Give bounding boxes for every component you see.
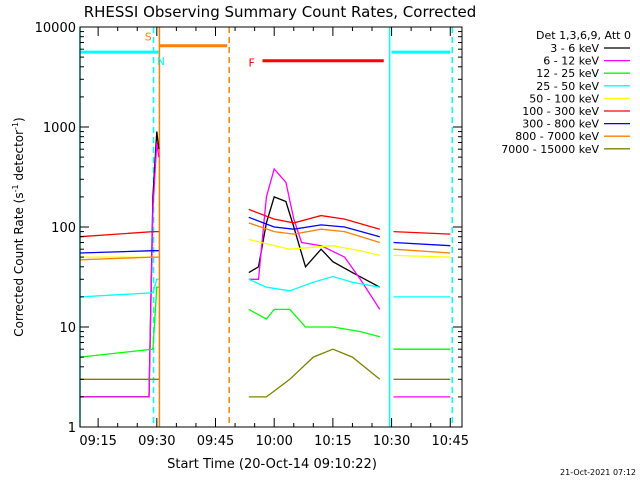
y-axis-ticks: 1 10 100 1000 10000 <box>35 21 462 436</box>
legend-label-4: 50 - 100 keV <box>529 92 599 105</box>
legend-label-3: 25 - 50 keV <box>536 80 599 93</box>
y-axis-label-sup-2: -1 <box>11 122 20 130</box>
y-tick-label: 1 <box>68 421 76 436</box>
flag-label-1: F <box>248 57 254 70</box>
y-axis-label-sup: -1 <box>11 184 20 192</box>
plot-area: S F N 1 10 100 1000 10000 09:15 09:30 09:45 10:00… <box>35 21 469 449</box>
timestamp: 21-Oct-2021 07:12 <box>560 468 636 477</box>
series-line-4-1 <box>248 238 380 257</box>
y-tick-label: 10000 <box>35 21 76 36</box>
x-tick-label: 10:45 <box>432 434 469 449</box>
series-line-3-1 <box>248 275 380 292</box>
series-line-7-0 <box>79 256 159 261</box>
legend-label-0: 3 - 6 keV <box>550 42 599 55</box>
series-line-0-1 <box>248 196 381 288</box>
x-tick-label: 10:00 <box>255 434 292 449</box>
series-line-5-1 <box>248 208 380 230</box>
flag-label-0: S <box>145 31 152 44</box>
y-axis-label-tail: detector <box>12 130 26 185</box>
legend-title: Det 1,3,6,9, Att 0 <box>536 29 631 42</box>
series-line-1-1 <box>248 167 381 310</box>
x-tick-label: 09:30 <box>138 434 175 449</box>
series-line-2-0 <box>79 286 159 358</box>
flag-bars: S F N <box>80 31 451 70</box>
y-tick-label: 10 <box>59 321 76 336</box>
y-axis-label: Corrected Count Rate (s-1 detector-1) <box>11 117 26 336</box>
series-line-7-1 <box>248 222 380 244</box>
plot-frame <box>79 26 463 428</box>
series-line-6-0 <box>79 250 159 254</box>
legend-label-1: 6 - 12 keV <box>543 55 599 68</box>
y-tick-label: 1000 <box>43 121 76 136</box>
x-axis-ticks: 09:15 09:30 09:45 10:00 10:15 10:30 10:45 <box>79 27 469 449</box>
legend-label-7: 800 - 7000 keV <box>515 130 599 143</box>
x-tick-label: 09:45 <box>197 434 234 449</box>
series-line-3-0 <box>79 278 159 298</box>
series-line-5-2 <box>393 230 451 235</box>
series-line-8-1 <box>248 348 381 398</box>
series-line-6-1 <box>248 216 380 238</box>
y-tick-label: 100 <box>51 221 76 236</box>
chart-title: RHESSI Observing Summary Count Rates, Co… <box>84 3 477 21</box>
y-axis-label-close: ) <box>12 117 26 122</box>
series-line-6-2 <box>393 241 451 247</box>
legend-label-6: 300 - 800 keV <box>522 118 599 131</box>
x-tick-label: 10:30 <box>373 434 410 449</box>
legend-label-5: 100 - 300 keV <box>522 105 599 118</box>
flag-label-2: N <box>157 55 165 68</box>
legend-label-2: 12 - 25 keV <box>536 67 599 80</box>
x-axis-label: Start Time (20-Oct-14 09:10:22) <box>167 457 377 472</box>
x-tick-label: 10:15 <box>314 434 351 449</box>
y-axis-label-main: Corrected Count Rate (s <box>12 192 26 336</box>
series-line-0-0 <box>80 131 160 398</box>
series-lines <box>79 131 451 398</box>
series-line-5-0 <box>79 230 159 238</box>
series-line-7-2 <box>393 248 451 254</box>
legend-label-8: 7000 - 15000 keV <box>501 143 599 156</box>
series-line-4-2 <box>393 254 451 258</box>
series-line-2-1 <box>248 308 380 338</box>
series-line-1-0 <box>80 142 160 398</box>
x-tick-label: 09:15 <box>79 434 116 449</box>
